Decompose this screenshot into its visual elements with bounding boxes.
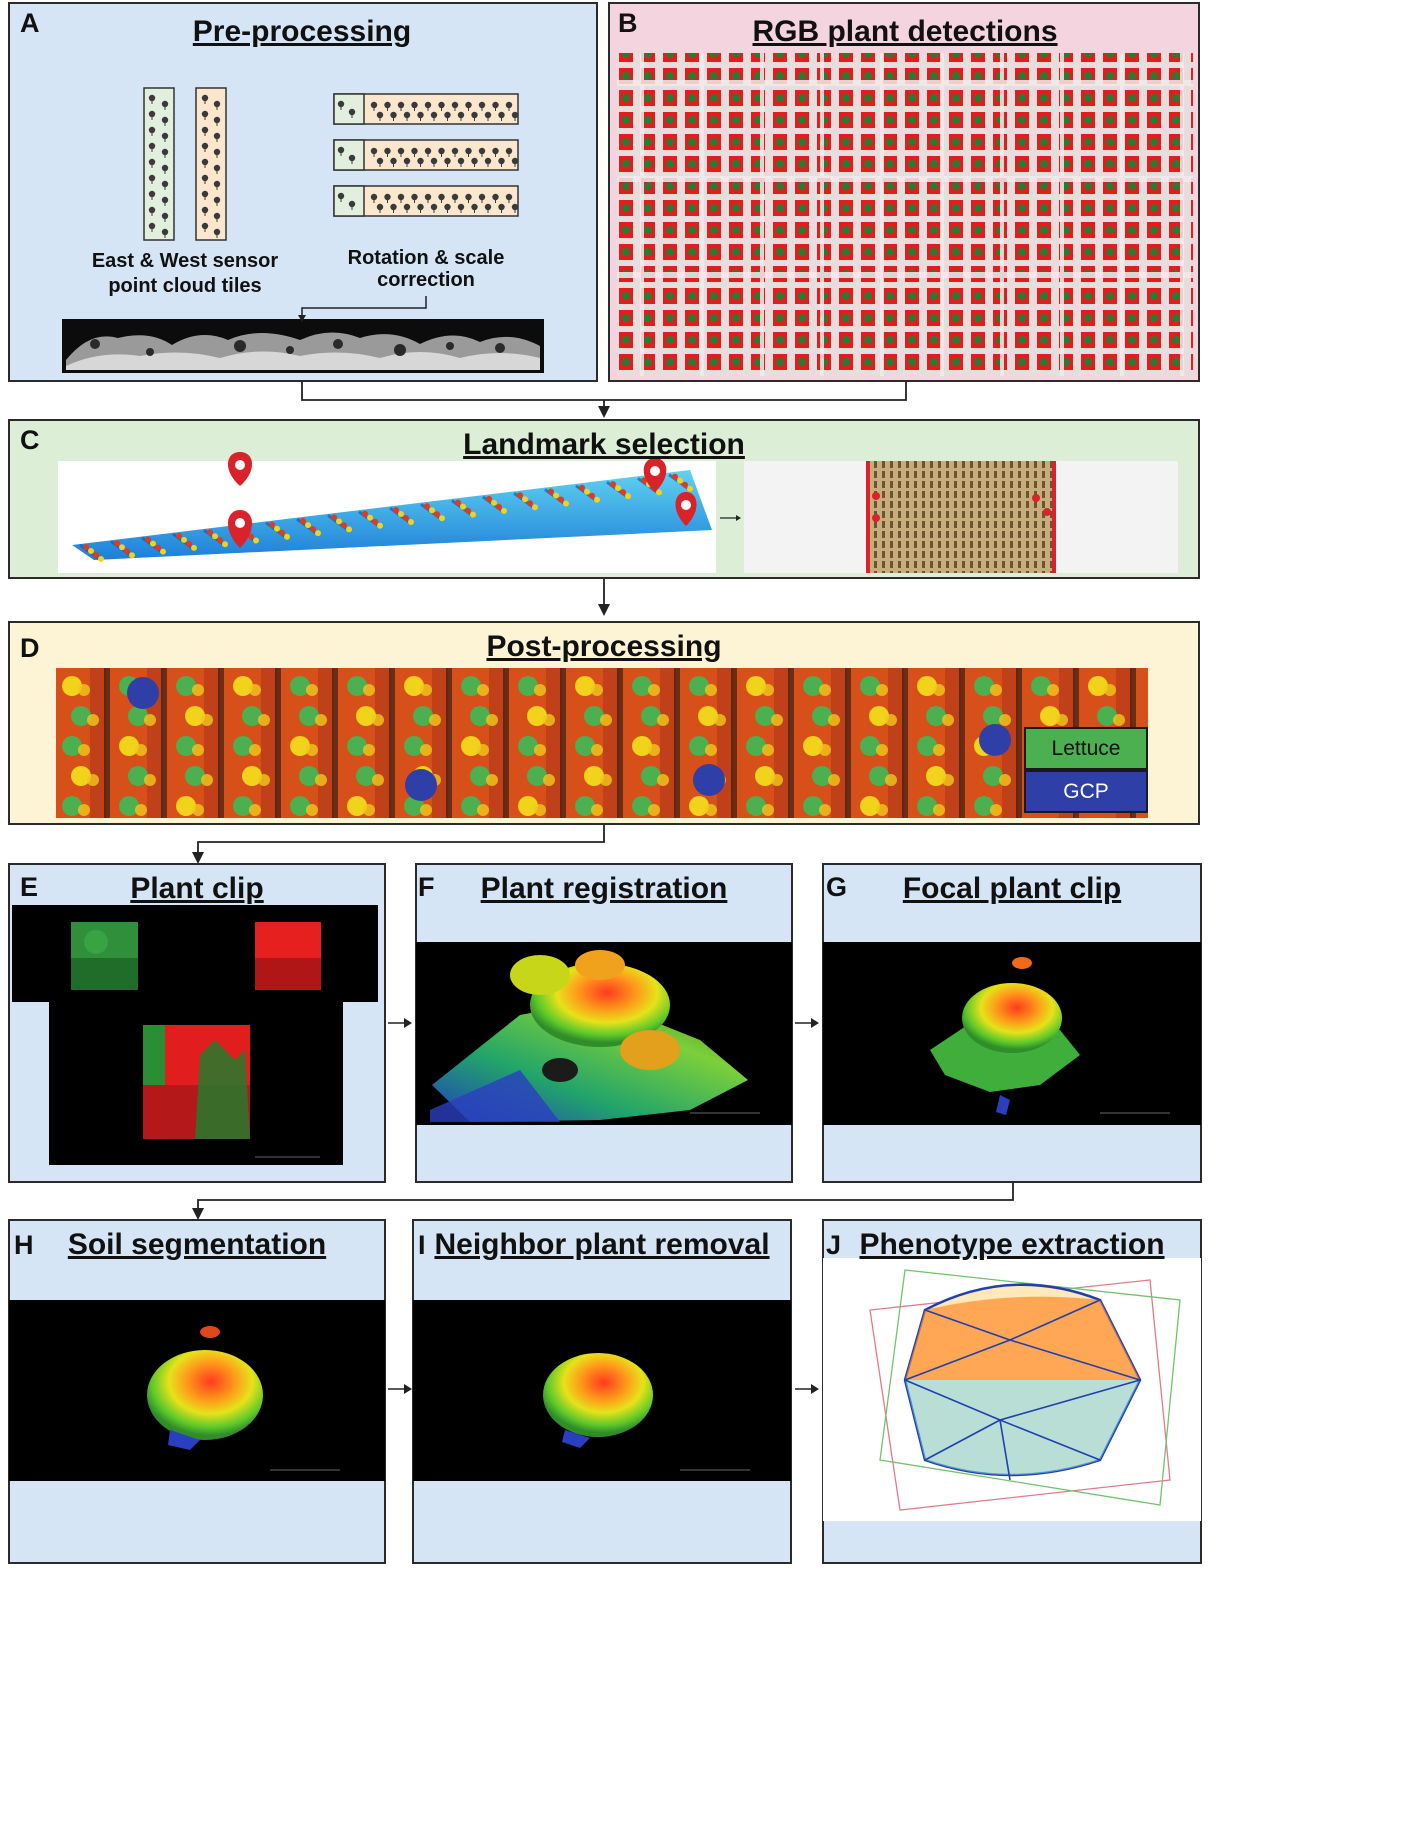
panel-title-c: Landmark selection: [463, 428, 745, 461]
soil-segmentation-image: [9, 1300, 385, 1481]
panel-letter-d: D: [20, 633, 40, 663]
panel-title-f: Plant registration: [480, 872, 728, 905]
panel-letter-i: I: [418, 1230, 426, 1260]
rotation-pointer-line: [301, 296, 427, 320]
caption-east-west-2: point cloud tiles: [108, 275, 262, 297]
landmark-3d-field: [58, 461, 716, 573]
panel-title-a: Pre-processing: [192, 15, 412, 48]
post-processing-map: [56, 668, 1148, 818]
panel-title-e: Plant clip: [130, 872, 264, 905]
rotated-tiles: [333, 93, 519, 217]
caption-east-west-1: East & West sensor: [91, 250, 279, 272]
panel-letter-h: H: [14, 1230, 34, 1260]
panel-letter-e: E: [20, 872, 39, 902]
phenotype-hull-image: [823, 1258, 1201, 1521]
panel-letter-a: A: [20, 8, 40, 38]
caption-rotation-2: correction: [377, 269, 475, 291]
caption-rotation-1: Rotation & scale: [347, 247, 505, 269]
panel-title-h: Soil segmentation: [67, 1228, 327, 1261]
panel-letter-j: J: [826, 1230, 842, 1260]
landmark-pins: [227, 452, 697, 548]
plant-registration-image: [416, 942, 792, 1125]
focal-plant-clip-image: [823, 942, 1201, 1125]
landmark-aerial-view: [744, 461, 1178, 573]
panel-title-d: Post-processing: [486, 630, 722, 663]
point-cloud-strip: [62, 319, 544, 373]
panel-letter-b: B: [618, 8, 638, 38]
tree-glyphs: [148, 94, 519, 238]
plant-clip-image: [12, 905, 378, 1165]
panel-title-j: Phenotype extraction: [859, 1228, 1165, 1261]
panel-letter-f: F: [418, 872, 435, 902]
panel-letter-g: G: [826, 872, 848, 902]
legend-gcp: GCP: [1024, 770, 1148, 813]
panel-title-g: Focal plant clip: [902, 872, 1122, 905]
panel-title-i: Neighbor plant removal: [434, 1228, 770, 1261]
neighbor-removal-image: [413, 1300, 791, 1481]
panel-letter-c: C: [20, 425, 40, 455]
legend-lettuce: Lettuce: [1024, 727, 1148, 770]
east-west-tiles: [143, 87, 227, 241]
panel-title-b: RGB plant detections: [752, 15, 1058, 48]
rgb-detection-image: [617, 53, 1193, 376]
